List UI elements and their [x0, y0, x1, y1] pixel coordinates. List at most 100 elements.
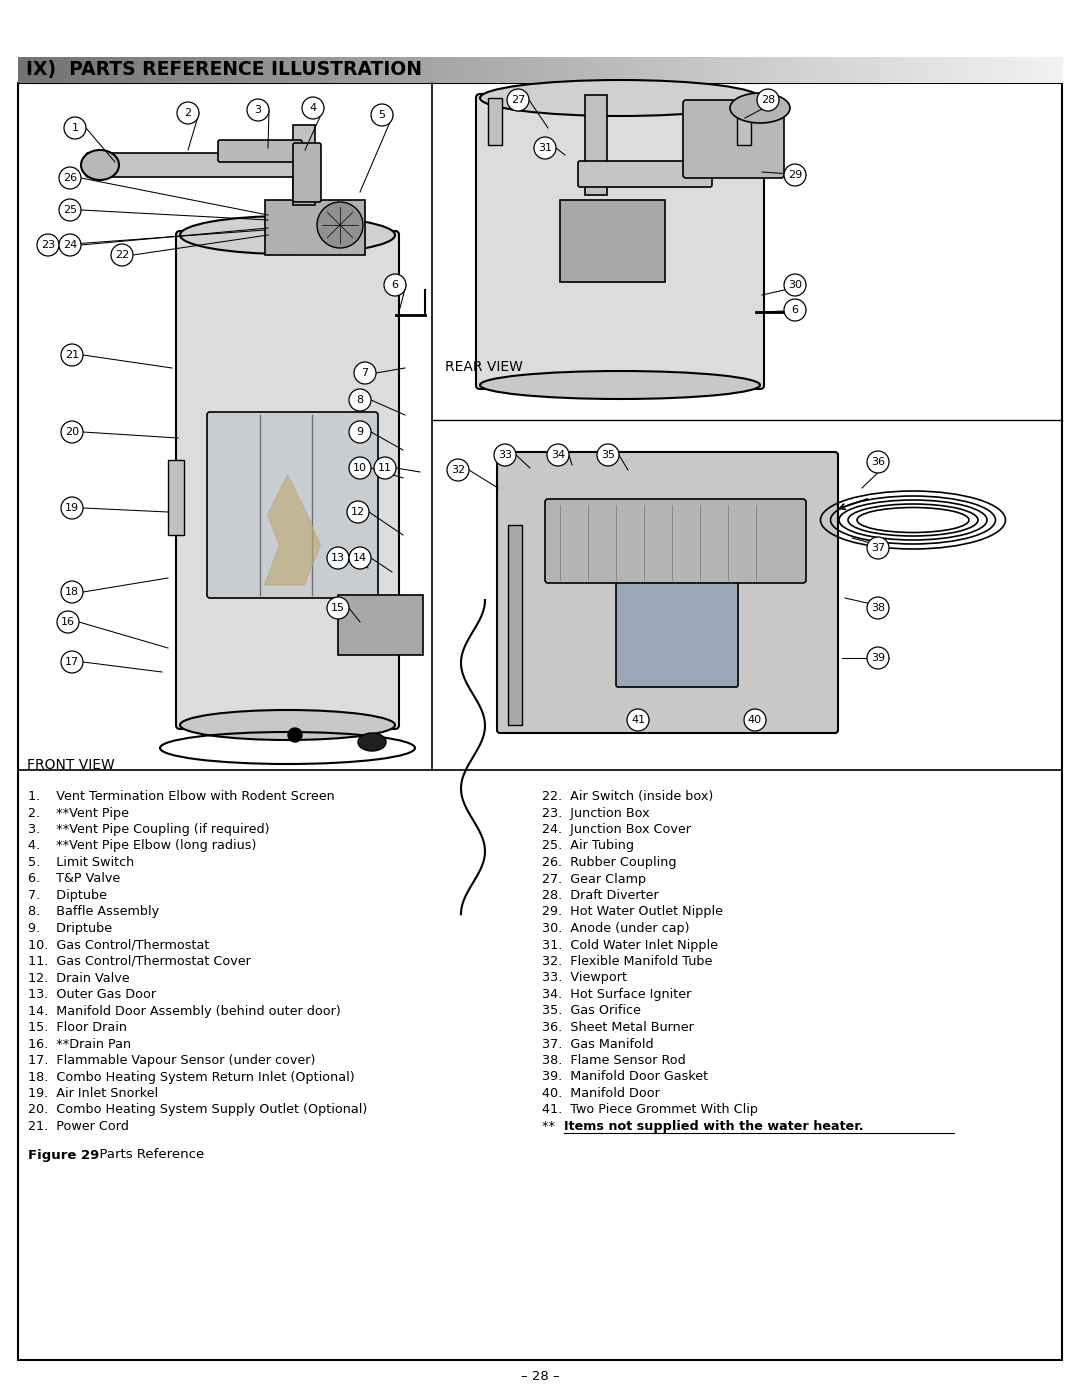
Bar — [968, 57, 972, 82]
Circle shape — [867, 647, 889, 669]
Bar — [623, 57, 627, 82]
Bar — [213, 57, 217, 82]
Bar — [927, 57, 931, 82]
Text: 17: 17 — [65, 657, 79, 666]
Circle shape — [627, 710, 649, 731]
Text: 11.  Gas Control/Thermostat Cover: 11. Gas Control/Thermostat Cover — [28, 956, 251, 968]
Bar — [418, 57, 422, 82]
Bar — [794, 57, 798, 82]
Bar — [167, 57, 172, 82]
Bar — [919, 57, 923, 82]
Text: 2.    **Vent Pipe: 2. **Vent Pipe — [28, 806, 129, 820]
Bar — [787, 57, 792, 82]
Text: 39: 39 — [870, 652, 886, 664]
Bar — [307, 57, 311, 82]
Bar — [119, 57, 123, 82]
Bar — [665, 57, 670, 82]
Bar — [753, 57, 757, 82]
Bar — [36, 57, 40, 82]
Bar — [415, 57, 419, 82]
Bar — [18, 57, 23, 82]
Bar — [999, 57, 1003, 82]
Bar — [238, 57, 242, 82]
FancyBboxPatch shape — [207, 412, 378, 598]
Circle shape — [347, 502, 369, 522]
Bar — [192, 57, 197, 82]
Bar — [272, 57, 276, 82]
Text: 28.  Draft Diverter: 28. Draft Diverter — [542, 888, 659, 902]
Bar — [505, 57, 510, 82]
Bar — [59, 57, 64, 82]
Bar — [773, 57, 778, 82]
Text: 27: 27 — [511, 95, 525, 105]
Ellipse shape — [480, 80, 760, 116]
Bar — [895, 57, 900, 82]
Bar — [1010, 57, 1014, 82]
Bar — [112, 57, 117, 82]
Bar — [534, 57, 538, 82]
Bar — [116, 57, 120, 82]
Bar — [870, 57, 875, 82]
Bar — [620, 57, 624, 82]
Bar — [332, 57, 336, 82]
Text: 22: 22 — [114, 250, 130, 260]
Circle shape — [784, 163, 806, 186]
Bar — [39, 57, 43, 82]
Text: 33: 33 — [498, 450, 512, 460]
Bar — [985, 57, 989, 82]
Bar — [32, 57, 37, 82]
Circle shape — [447, 460, 469, 481]
Circle shape — [867, 451, 889, 474]
Bar — [1013, 57, 1017, 82]
Circle shape — [534, 137, 556, 159]
Bar — [529, 57, 534, 82]
Bar — [181, 57, 186, 82]
Bar — [77, 57, 81, 82]
Bar — [488, 98, 502, 145]
Bar — [961, 57, 966, 82]
Text: 24.  Junction Box Cover: 24. Junction Box Cover — [542, 823, 691, 835]
Bar — [338, 57, 342, 82]
Bar — [721, 57, 726, 82]
Bar — [87, 57, 92, 82]
Bar — [397, 57, 402, 82]
Bar — [460, 57, 464, 82]
Bar — [279, 57, 283, 82]
Circle shape — [111, 244, 133, 265]
Circle shape — [57, 610, 79, 633]
Bar — [864, 57, 868, 82]
Bar — [609, 57, 613, 82]
Bar — [394, 57, 399, 82]
Bar — [808, 57, 812, 82]
Bar — [902, 57, 906, 82]
FancyBboxPatch shape — [497, 453, 838, 733]
Bar — [672, 57, 676, 82]
Bar — [1052, 57, 1056, 82]
Bar — [512, 57, 516, 82]
Circle shape — [37, 235, 59, 256]
Bar — [446, 57, 450, 82]
Bar — [324, 57, 328, 82]
Bar — [1024, 57, 1028, 82]
Bar — [352, 57, 356, 82]
Bar — [842, 57, 847, 82]
Text: 28: 28 — [761, 95, 775, 105]
Bar — [429, 57, 433, 82]
Bar — [954, 57, 958, 82]
Text: 37: 37 — [870, 543, 886, 553]
Bar — [220, 57, 225, 82]
Text: 38.  Flame Sensor Rod: 38. Flame Sensor Rod — [542, 1053, 686, 1067]
Circle shape — [60, 651, 83, 673]
Bar — [158, 57, 162, 82]
Bar — [471, 57, 475, 82]
Bar — [982, 57, 986, 82]
Bar — [1055, 57, 1059, 82]
Text: 7: 7 — [362, 367, 368, 379]
Bar — [457, 57, 461, 82]
Circle shape — [318, 203, 363, 249]
Bar — [1058, 57, 1063, 82]
Circle shape — [757, 89, 779, 110]
Bar — [296, 57, 300, 82]
FancyBboxPatch shape — [176, 231, 399, 729]
Bar — [178, 57, 183, 82]
